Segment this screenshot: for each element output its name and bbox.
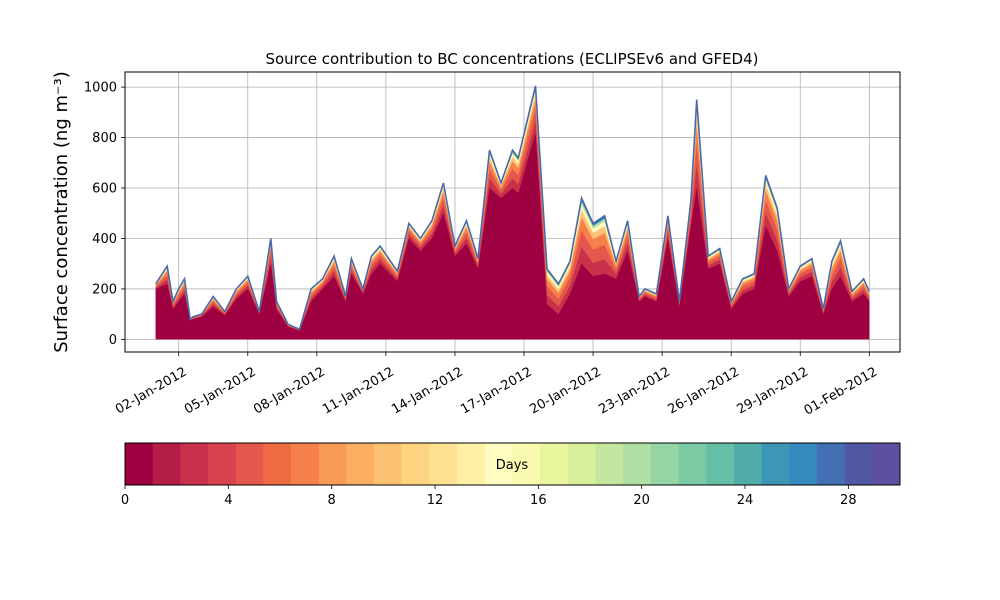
colorbar-segment — [346, 443, 375, 485]
y-tick-label: 200 — [92, 282, 117, 297]
colorbar-segment — [318, 443, 347, 485]
x-tick-label: 11-Jan-2012 — [320, 365, 397, 418]
colorbar-segment — [733, 443, 763, 485]
band-day-0 — [155, 132, 870, 340]
colorbar-segment — [235, 443, 264, 485]
x-tick-label: 08-Jan-2012 — [251, 365, 328, 418]
y-tick-label: 800 — [92, 131, 117, 146]
colorbar-tick-label: 28 — [840, 493, 857, 508]
chart-title: Source contribution to BC concentrations… — [265, 50, 758, 68]
x-tick-label: 05-Jan-2012 — [182, 365, 259, 418]
colorbar-frame — [124, 442, 901, 486]
x-tick-label: 26-Jan-2012 — [665, 365, 742, 418]
colorbar-segment — [180, 443, 209, 485]
colorbar-label: Days — [496, 458, 529, 473]
stacked-area-layer — [155, 85, 871, 340]
colorbar-ticks: 0 4 8 12 16 20 24 28 — [121, 485, 857, 508]
colorbar-segment — [401, 443, 430, 485]
colorbar-segment — [567, 443, 596, 485]
x-tick-label: 20-Jan-2012 — [527, 365, 604, 418]
colorbar-segment — [706, 443, 735, 485]
colorbar-tick-label: 20 — [633, 493, 650, 508]
colorbar-segment — [761, 443, 790, 485]
colorbar-segment — [540, 443, 569, 485]
colorbar-segment — [484, 443, 513, 485]
y-tick-label: 400 — [92, 232, 117, 247]
colorbar-segments — [125, 443, 901, 485]
colorbar-tick-label: 0 — [121, 493, 129, 508]
x-tick-label: 02-Jan-2012 — [113, 365, 190, 418]
colorbar-segment — [595, 443, 624, 485]
colorbar-segment — [816, 443, 846, 485]
plot-frame — [124, 71, 901, 353]
colorbar-segment — [429, 443, 458, 485]
colorbar-tick-label: 12 — [427, 493, 444, 508]
colorbar-tick-label: 16 — [530, 493, 547, 508]
colorbar-segment — [374, 443, 403, 485]
colorbar-segment — [208, 443, 237, 485]
x-tick-label: 23-Jan-2012 — [596, 365, 673, 418]
colorbar-tick-label: 8 — [328, 493, 336, 508]
colorbar-tick-label: 24 — [737, 493, 754, 508]
x-axis: 02-Jan-201205-Jan-201208-Jan-201211-Jan-… — [113, 352, 880, 419]
y-tick-label: 0 — [109, 333, 117, 348]
x-tick-label: 14-Jan-2012 — [389, 365, 466, 418]
x-tick-label: 29-Jan-2012 — [735, 365, 812, 418]
colorbar-tick-label: 4 — [224, 493, 232, 508]
colorbar-segment — [125, 443, 154, 485]
total-outline — [155, 85, 871, 331]
colorbar-segment — [844, 443, 873, 485]
colorbar-segment — [623, 443, 652, 485]
x-tick-label: 01-Feb-2012 — [802, 365, 881, 419]
y-tick-label: 600 — [92, 182, 117, 197]
colorbar-segment — [650, 443, 679, 485]
y-tick-label: 1000 — [84, 81, 117, 96]
colorbar-segment — [872, 443, 901, 485]
y-axis-label: Surface concentration (ng m⁻³) — [51, 71, 72, 353]
colorbar-segment — [512, 443, 541, 485]
colorbar-segment — [789, 443, 818, 485]
colorbar-segment — [152, 443, 181, 485]
colorbar: Days 0 4 8 12 16 20 24 28 — [121, 442, 901, 508]
colorbar-segment — [457, 443, 486, 485]
y-axis: 0 200 400 600 800 1000 — [84, 81, 125, 348]
colorbar-segment — [678, 443, 707, 485]
colorbar-segment — [263, 443, 292, 485]
x-tick-label: 17-Jan-2012 — [458, 365, 535, 418]
colorbar-segment — [291, 443, 320, 485]
